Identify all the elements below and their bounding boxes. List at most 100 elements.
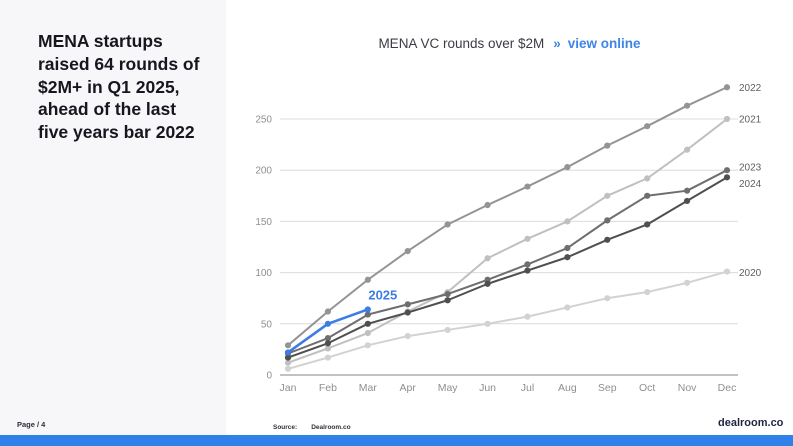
data-point-2020-Aug <box>564 304 571 311</box>
headline: MENA startups raised 64 rounds of $2M+ i… <box>38 31 200 142</box>
data-point-2024-Mar <box>364 320 371 327</box>
bottom-accent-bar <box>0 435 793 446</box>
view-online-link[interactable]: » view online <box>553 36 640 51</box>
data-point-2022-May <box>444 221 451 228</box>
data-point-2022-Jan <box>284 342 292 349</box>
series-line-2024 <box>287 176 728 359</box>
source-note: Source: Dealroom.co <box>273 424 351 431</box>
x-tick-label: Feb <box>319 382 337 394</box>
data-point-2023-Nov <box>683 187 691 194</box>
source-value: Dealroom.co <box>311 424 351 431</box>
data-point-2024-Apr <box>404 309 411 316</box>
data-point-2021-Jul <box>524 235 531 242</box>
data-point-2021-Oct <box>644 175 651 182</box>
y-tick-label: 150 <box>255 217 272 228</box>
x-tick-label: Oct <box>639 382 655 394</box>
series-line-2021 <box>287 118 728 364</box>
series-line-2023 <box>287 169 728 355</box>
data-point-2020-Sep <box>604 295 611 302</box>
data-point-2022-Apr <box>404 247 411 255</box>
data-point-2021-Jun <box>484 255 491 262</box>
chart-area: 0 50 100 150 200 250 Jan Feb Mar Apr May Jun Jul Aug S… <box>225 60 793 410</box>
x-tick-label: Aug <box>558 382 577 394</box>
data-point-2021-Feb <box>324 345 332 352</box>
data-point-2024-Sep <box>604 236 611 243</box>
data-point-2024-Jan <box>284 354 292 361</box>
x-tick-label: Nov <box>678 382 697 394</box>
data-point-2022-Nov <box>683 102 691 109</box>
data-point-2020-May <box>444 326 451 334</box>
data-point-2021-Aug <box>564 218 571 225</box>
data-point-2023-Oct <box>644 192 651 199</box>
data-point-2020-Apr <box>404 332 411 340</box>
series-line-2020 <box>287 270 728 370</box>
x-tick-label: Jul <box>521 382 534 394</box>
data-point-2025-Jan <box>284 349 292 356</box>
data-point-2022-Dec <box>723 84 731 91</box>
data-point-2024-May <box>444 297 451 304</box>
data-point-2022-Feb <box>324 308 332 315</box>
data-point-2023-Jul <box>524 261 531 268</box>
data-point-2023-Sep <box>604 217 611 224</box>
series-label-2023: 2023 <box>739 163 762 174</box>
data-point-2020-Jun <box>484 320 491 327</box>
series-label-2025: 2025 <box>368 287 397 302</box>
x-tick-label: Jan <box>280 382 297 394</box>
data-point-2024-Feb <box>324 340 332 347</box>
data-point-2022-Sep <box>604 142 611 149</box>
page-number: Page / 4 <box>17 420 46 429</box>
x-tick-label: Jun <box>479 382 496 394</box>
data-point-2025-Mar <box>364 306 371 313</box>
x-tick-label: Sep <box>598 382 617 394</box>
data-point-2022-Mar <box>364 276 371 283</box>
data-point-2021-Dec <box>723 115 731 123</box>
data-point-2021-Mar <box>364 329 371 337</box>
source-label: Source: <box>273 424 298 431</box>
y-tick-label: 50 <box>261 319 273 330</box>
data-point-2022-Aug <box>564 164 571 171</box>
y-tick-label: 250 <box>255 115 272 126</box>
x-tick-label: Dec <box>718 382 737 394</box>
data-point-2022-Jun <box>484 201 491 209</box>
data-point-2024-Nov <box>683 197 691 205</box>
data-point-2020-Jan <box>284 365 292 372</box>
data-point-2024-Oct <box>644 221 651 228</box>
data-point-2024-Aug <box>564 254 571 261</box>
chevrons-right-icon: » <box>553 36 561 51</box>
data-point-2021-Nov <box>683 146 691 153</box>
chart-title: MENA VC rounds over $2M <box>378 36 545 51</box>
data-point-2020-Nov <box>683 279 691 286</box>
data-point-2020-Jul <box>524 313 531 320</box>
x-tick-label: Mar <box>359 382 378 394</box>
y-tick-label: 200 <box>255 166 272 177</box>
data-point-2023-Feb <box>324 335 332 342</box>
series-label-2020: 2020 <box>739 268 762 279</box>
view-online-label: view online <box>567 36 641 51</box>
y-tick-label: 0 <box>266 371 272 382</box>
series-label-2021: 2021 <box>739 115 762 126</box>
x-tick-label: May <box>438 382 459 394</box>
data-point-2024-Jun <box>484 280 491 287</box>
data-point-2025-Feb <box>324 320 332 327</box>
data-point-2022-Jul <box>524 183 531 190</box>
data-point-2023-Apr <box>404 301 411 308</box>
left-text-panel <box>0 0 226 435</box>
data-point-2020-Oct <box>644 288 651 296</box>
series-label-2022: 2022 <box>739 83 762 94</box>
series-label-2024: 2024 <box>739 179 762 190</box>
data-point-2023-Dec <box>723 167 731 174</box>
data-point-2022-Oct <box>644 123 651 130</box>
vc-rounds-line-chart: 0 50 100 150 200 250 Jan Feb Mar Apr May Jun Jul Aug S… <box>255 83 762 394</box>
x-tick-label: Apr <box>400 382 417 394</box>
data-point-2023-May <box>444 291 451 298</box>
data-point-2023-Aug <box>564 244 571 252</box>
dealroom-logo: dealroom.co <box>718 417 784 429</box>
data-point-2021-Sep <box>604 192 611 199</box>
series-line-2022 <box>287 86 728 347</box>
data-point-2020-Feb <box>324 354 332 361</box>
data-point-2024-Dec <box>723 174 731 181</box>
y-tick-label: 100 <box>255 268 272 279</box>
data-point-2021-Jan <box>284 359 292 366</box>
data-point-2023-Mar <box>364 311 371 318</box>
